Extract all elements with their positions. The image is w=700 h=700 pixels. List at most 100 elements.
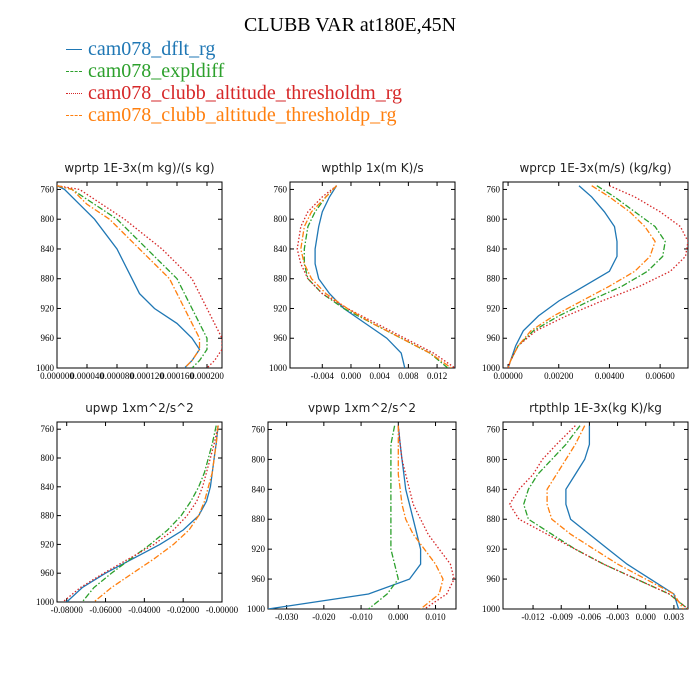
series-line bbox=[507, 185, 618, 368]
legend-label: cam078_clubb_altitude_thresholdm_rg bbox=[88, 82, 403, 104]
legend-item: cam078_clubb_altitude_thresholdp_rg bbox=[66, 104, 402, 126]
y-tick-label: 800 bbox=[487, 214, 501, 224]
y-tick-label: 1000 bbox=[482, 604, 501, 614]
x-tick-label: 0.00600 bbox=[645, 371, 675, 381]
series-line bbox=[296, 185, 455, 368]
y-tick-label: 800 bbox=[41, 453, 55, 463]
legend-item: cam078_dflt_rg bbox=[66, 38, 402, 60]
legend-label: cam078_clubb_altitude_thresholdp_rg bbox=[88, 104, 397, 126]
y-tick-label: 760 bbox=[487, 424, 501, 434]
y-tick-label: 1000 bbox=[36, 597, 55, 607]
series-line bbox=[565, 425, 680, 609]
y-tick-label: 880 bbox=[41, 511, 55, 521]
x-tick-label: -0.00000 bbox=[206, 605, 239, 615]
series-line bbox=[81, 425, 217, 602]
y-tick-label: 840 bbox=[487, 484, 501, 494]
y-tick-label: 960 bbox=[487, 574, 501, 584]
series-line bbox=[57, 185, 201, 368]
series-line bbox=[300, 185, 452, 368]
plot-frame bbox=[502, 181, 689, 369]
y-tick-label: 840 bbox=[41, 244, 55, 254]
x-tick-label: 0.000000 bbox=[40, 371, 74, 381]
x-tick-label: 0.004 bbox=[370, 371, 391, 381]
subplot-title: wprtp 1E-3x(m kg)/(s kg) bbox=[64, 161, 214, 175]
y-tick-label: 880 bbox=[252, 514, 266, 524]
x-tick-label: -0.020 bbox=[312, 612, 336, 622]
x-tick-label: -0.08000 bbox=[51, 605, 84, 615]
page-title: CLUBB VAR at180E,45N bbox=[243, 14, 457, 36]
subplot-title: rtpthlp 1E-3x(kg K)/kg bbox=[529, 401, 662, 415]
x-tick-label: -0.02000 bbox=[167, 605, 200, 615]
x-tick-label: 0.000080 bbox=[100, 371, 134, 381]
x-tick-label: 0.000 bbox=[636, 612, 657, 622]
x-tick-label: 0.000200 bbox=[190, 371, 224, 381]
series-line bbox=[314, 185, 406, 368]
x-tick-label: -0.009 bbox=[550, 612, 574, 622]
legend-item: cam078_clubb_altitude_thresholdm_rg bbox=[66, 82, 402, 104]
subplot: wpthlp 1x(m K)/s 760 800 840 880 920 960 1000 -0… bbox=[269, 161, 456, 381]
legend-label: cam078_expldiff bbox=[88, 60, 225, 82]
series-line bbox=[66, 425, 219, 602]
y-tick-label: 920 bbox=[487, 303, 501, 313]
series-line bbox=[397, 425, 455, 609]
y-tick-label: 1000 bbox=[482, 363, 501, 373]
y-tick-label: 1000 bbox=[269, 363, 288, 373]
x-tick-label: -0.04000 bbox=[128, 605, 161, 615]
y-tick-label: 960 bbox=[487, 333, 501, 343]
subplot-title: upwp 1xm^2/s^2 bbox=[85, 401, 194, 415]
x-tick-label: -0.06000 bbox=[89, 605, 122, 615]
x-tick-label: -0.006 bbox=[578, 612, 602, 622]
y-tick-label: 840 bbox=[487, 244, 501, 254]
plot-frame bbox=[289, 181, 456, 369]
legend-item: cam078_expldiff bbox=[66, 60, 402, 82]
x-tick-label: 0.003 bbox=[664, 612, 685, 622]
subplot: upwp 1xm^2/s^27608008408809209601000-0.0… bbox=[36, 401, 239, 615]
y-tick-label: 800 bbox=[252, 454, 266, 464]
legend: cam078_dflt_rg cam078_expldiff cam078_cl… bbox=[66, 38, 402, 126]
subplot: wprtp 1E-3x(m kg)/(s kg) 760 800 840 880 920 9… bbox=[36, 161, 224, 381]
x-tick-label: 0.000160 bbox=[160, 371, 194, 381]
x-tick-label: 0.000040 bbox=[70, 371, 104, 381]
series-line bbox=[508, 425, 688, 609]
y-tick-label: 1000 bbox=[247, 604, 266, 614]
subplot: wprcp 1E-3x(m/s) (kg/kg) 760 800 840 880 920 9… bbox=[482, 161, 689, 381]
y-tick-label: 920 bbox=[487, 544, 501, 554]
series-line bbox=[507, 185, 656, 368]
series-line bbox=[57, 185, 222, 368]
y-tick-label: 960 bbox=[252, 574, 266, 584]
x-tick-label: 0.000120 bbox=[130, 371, 164, 381]
legend-line bbox=[66, 70, 82, 72]
y-tick-label: 840 bbox=[252, 484, 266, 494]
series-line bbox=[57, 185, 201, 368]
subplot: rtpthlp 1E-3x(kg K)/kg 760 800 840 880 920 960… bbox=[482, 401, 689, 622]
legend-line bbox=[66, 48, 82, 50]
series-line bbox=[57, 185, 208, 368]
y-tick-label: 840 bbox=[41, 482, 55, 492]
subplot-title: vpwp 1xm^2/s^2 bbox=[308, 401, 416, 415]
x-tick-label: -0.004 bbox=[311, 371, 335, 381]
y-tick-label: 920 bbox=[274, 303, 288, 313]
subplot-title: wprcp 1E-3x(m/s) (kg/kg) bbox=[519, 161, 671, 175]
y-tick-label: 960 bbox=[41, 568, 55, 578]
y-tick-label: 760 bbox=[41, 184, 55, 194]
series-line bbox=[268, 425, 422, 609]
x-tick-label: 0.010 bbox=[425, 612, 446, 622]
y-tick-label: 920 bbox=[41, 539, 55, 549]
x-tick-label: 0.012 bbox=[427, 371, 447, 381]
x-tick-label: -0.012 bbox=[521, 612, 544, 622]
y-tick-label: 800 bbox=[41, 214, 55, 224]
y-tick-label: 880 bbox=[487, 274, 501, 284]
y-tick-label: 760 bbox=[252, 424, 266, 434]
plot-frame bbox=[56, 421, 223, 603]
y-tick-label: 1000 bbox=[36, 363, 55, 373]
y-tick-label: 760 bbox=[487, 184, 501, 194]
subplot-title: wpthlp 1x(m K)/s bbox=[321, 161, 423, 175]
x-tick-label: 0.00200 bbox=[544, 371, 574, 381]
y-tick-label: 800 bbox=[274, 214, 288, 224]
y-tick-label: 920 bbox=[252, 544, 266, 554]
x-tick-label: 0.000 bbox=[341, 371, 362, 381]
x-tick-label: -0.030 bbox=[275, 612, 299, 622]
x-tick-label: 0.00400 bbox=[595, 371, 625, 381]
plot-frame bbox=[56, 181, 223, 369]
